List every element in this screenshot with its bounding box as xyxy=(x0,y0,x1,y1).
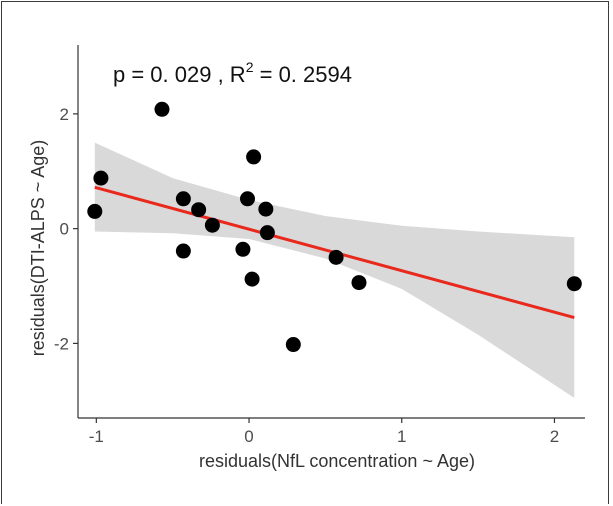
data-point xyxy=(87,203,103,219)
data-point xyxy=(191,202,207,218)
x-tick-label: 1 xyxy=(397,427,406,446)
x-tick-label: -1 xyxy=(89,427,104,446)
data-point xyxy=(259,225,275,241)
confidence-band xyxy=(94,142,575,398)
y-tick-label: 0 xyxy=(60,220,69,239)
y-tick-label: -2 xyxy=(54,334,69,353)
data-point xyxy=(204,217,220,233)
data-point xyxy=(93,170,109,186)
x-tick-label: 2 xyxy=(550,427,559,446)
data-point xyxy=(328,249,344,265)
data-point xyxy=(285,337,301,353)
data-point xyxy=(154,101,170,117)
x-tick-label: 0 xyxy=(244,427,253,446)
data-point xyxy=(351,275,367,291)
data-point xyxy=(244,271,260,287)
data-point xyxy=(240,191,256,207)
x-axis-title: residuals(NfL concentration ~ Age) xyxy=(199,451,475,471)
confidence-band-layer xyxy=(94,142,575,398)
stats-annotation: p = 0. 029 , R2 = 0. 2594 xyxy=(113,59,352,87)
data-point xyxy=(258,201,274,217)
y-axis-title: residuals(DTI-ALPS ~ Age) xyxy=(28,140,48,357)
tick-labels-layer: -1 0 1 2 -2 0 2 xyxy=(54,105,559,446)
data-point xyxy=(175,191,191,207)
data-points-layer xyxy=(87,101,582,353)
y-tick-label: 2 xyxy=(60,105,69,124)
data-point xyxy=(246,149,262,165)
axes-layer xyxy=(73,45,585,423)
data-point xyxy=(175,243,191,259)
data-point xyxy=(235,241,251,257)
data-point xyxy=(566,276,582,292)
